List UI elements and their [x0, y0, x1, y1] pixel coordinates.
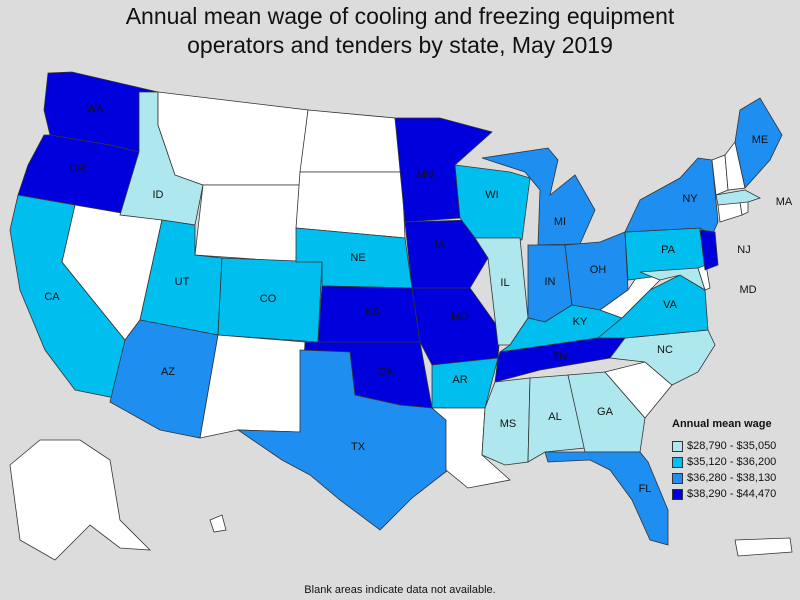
state-label-MI: MI — [554, 216, 566, 228]
state-label-MO: MO — [451, 311, 469, 323]
state-IA[interactable] — [404, 219, 489, 289]
state-TX[interactable] — [236, 349, 449, 531]
state-label-NJ: NJ — [737, 244, 750, 256]
state-DE[interactable] — [697, 264, 711, 291]
footnote: Blank areas indicate data not available. — [304, 584, 496, 596]
state-NM[interactable] — [199, 334, 306, 439]
state-label-KY: KY — [573, 316, 588, 328]
state-PR[interactable] — [734, 537, 793, 557]
state-FL[interactable] — [544, 451, 669, 546]
state-label-UT: UT — [175, 276, 190, 288]
state-label-MA: MA — [776, 196, 793, 208]
legend-label: $35,120 - $36,200 — [687, 456, 777, 468]
state-label-WA: WA — [86, 103, 104, 115]
map-title: Annual mean wage of cooling and freezing… — [0, 2, 800, 60]
state-MO[interactable] — [411, 287, 501, 366]
state-label-TN: TN — [553, 351, 568, 363]
state-AL[interactable] — [527, 374, 586, 463]
state-label-FL: FL — [639, 483, 652, 495]
state-SD[interactable] — [295, 171, 406, 239]
state-label-MN: MN — [416, 169, 433, 181]
state-labels: WA OR CA ID UT AZ CO NE KS OK TX MN IA MO AR WI IL MI IN OH… — [44, 103, 793, 495]
state-label-VA: VA — [663, 299, 678, 311]
state-ME[interactable] — [734, 97, 783, 189]
state-WY[interactable] — [194, 184, 301, 263]
state-label-NY: NY — [682, 193, 698, 205]
state-label-ID: ID — [153, 189, 164, 201]
state-AK[interactable] — [9, 439, 152, 561]
state-MT[interactable] — [157, 91, 309, 186]
state-NJ[interactable] — [699, 229, 719, 271]
state-label-OR: OR — [70, 163, 87, 175]
state-label-GA: GA — [597, 406, 614, 418]
state-label-TX: TX — [351, 441, 366, 453]
state-label-NE: NE — [350, 252, 365, 264]
state-ND[interactable] — [299, 109, 403, 173]
state-label-IL: IL — [500, 277, 509, 289]
state-label-IN: IN — [545, 276, 556, 288]
state-GA[interactable] — [567, 371, 646, 453]
state-label-ME: ME — [752, 134, 769, 146]
state-label-AZ: AZ — [161, 366, 175, 378]
legend-swatch — [672, 488, 683, 500]
legend-label: $36,280 - $38,130 — [687, 472, 777, 484]
legend-item: $28,790 - $35,050 — [672, 438, 797, 454]
state-WI[interactable] — [454, 164, 531, 241]
state-label-CO: CO — [260, 293, 277, 305]
state-label-KS: KS — [365, 306, 380, 318]
legend-item: $36,280 - $38,130 — [672, 470, 797, 486]
legend-item: $38,290 - $44,470 — [672, 486, 797, 502]
state-NY[interactable] — [624, 157, 719, 236]
title-line-2: operators and tenders by state, May 2019 — [187, 32, 613, 58]
state-HI[interactable] — [209, 514, 227, 533]
title-line-1: Annual mean wage of cooling and freezing… — [125, 3, 675, 29]
state-label-OK: OK — [378, 366, 395, 378]
us-state-map: WA OR CA ID UT AZ CO NE KS OK TX MN IA MO AR WI IL MI IN OH… — [0, 60, 800, 590]
legend-swatch — [672, 472, 683, 484]
legend: Annual mean wage $28,790 - $35,050 $35,1… — [672, 418, 797, 502]
legend-title: Annual mean wage — [672, 418, 772, 430]
legend-swatch — [672, 456, 683, 468]
map-svg: WA OR CA ID UT AZ CO NE KS OK TX MN IA MO AR WI IL MI IN OH… — [9, 71, 793, 561]
legend-label: $38,290 - $44,470 — [687, 488, 777, 500]
state-MI[interactable] — [481, 147, 596, 246]
state-label-NC: NC — [657, 344, 673, 356]
state-label-PA: PA — [661, 244, 676, 256]
state-label-CA: CA — [44, 291, 60, 303]
state-MA[interactable] — [715, 189, 762, 206]
state-label-MS: MS — [500, 418, 517, 430]
state-label-IA: IA — [435, 239, 446, 251]
state-label-MD: MD — [739, 284, 756, 296]
legend-swatch — [672, 440, 683, 452]
state-label-OH: OH — [590, 264, 607, 276]
state-label-AL: AL — [548, 411, 561, 423]
state-label-WI: WI — [485, 189, 498, 201]
legend-label: $28,790 - $35,050 — [687, 440, 777, 452]
state-label-AR: AR — [452, 374, 467, 386]
legend-item: $35,120 - $36,200 — [672, 454, 797, 470]
state-MD[interactable] — [639, 267, 706, 291]
